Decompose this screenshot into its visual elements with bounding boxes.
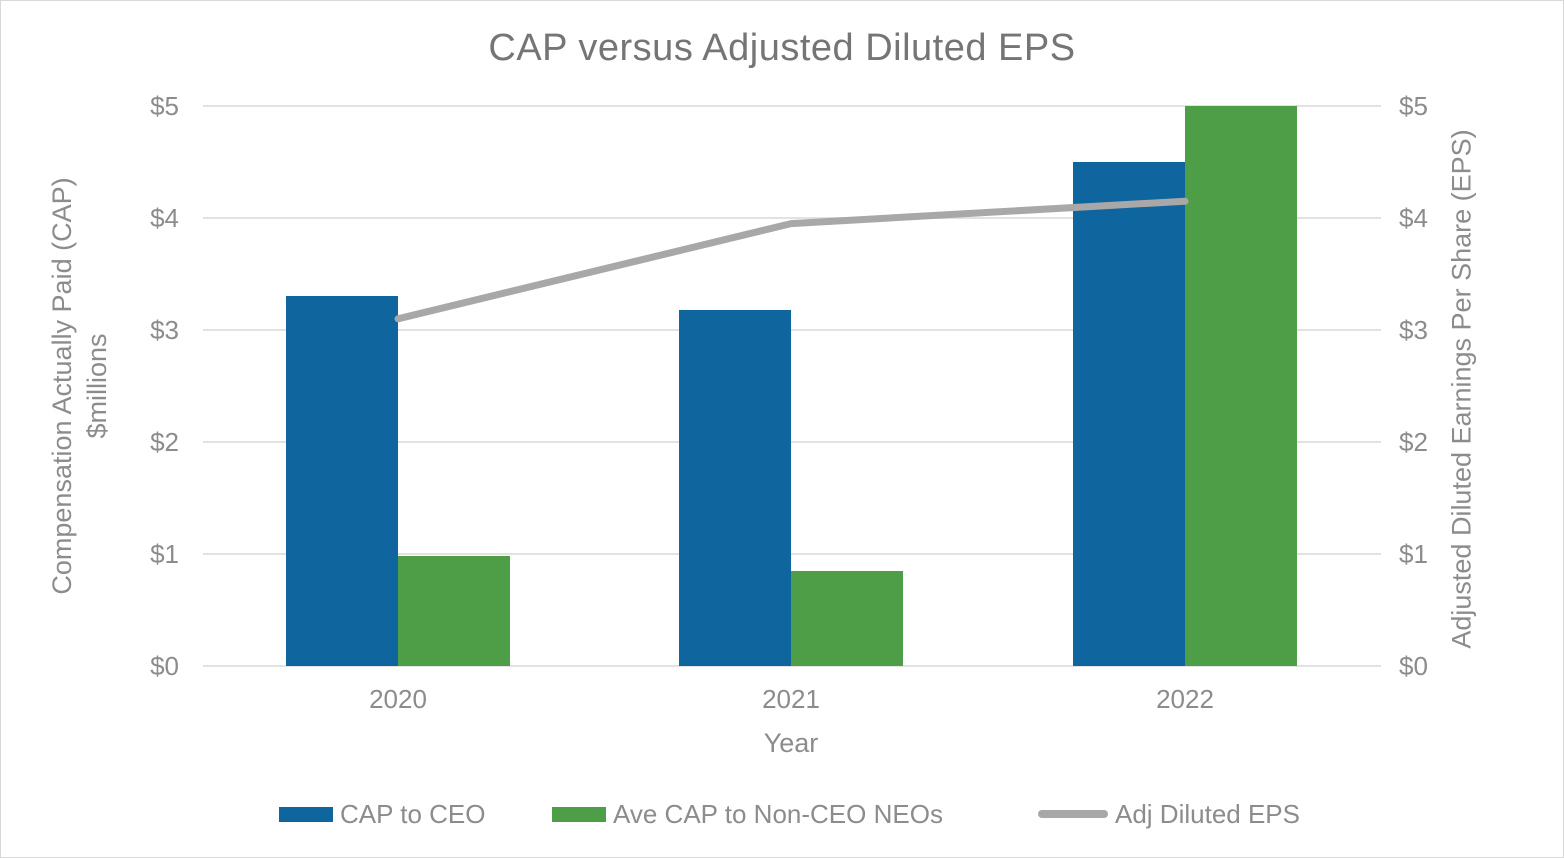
legend-item-cap-to-ceo: CAP to CEO: [279, 798, 486, 829]
x-category-label-2022: 2022: [1156, 684, 1214, 714]
right-tick-label: $3: [1399, 315, 1428, 345]
left-tick-label: $1: [150, 539, 179, 569]
plot-area: [203, 105, 1381, 667]
legend-label-adj-diluted-eps: Adj Diluted EPS: [1115, 798, 1300, 829]
right-tick-label: $5: [1399, 91, 1428, 121]
left-tick-label: $4: [150, 203, 179, 233]
x-category-label-2020: 2020: [369, 684, 427, 714]
legend-swatch-ave-cap-non-ceo-neos: [552, 806, 606, 822]
left-tick-label: $0: [150, 651, 179, 681]
x-category-label-2021: 2021: [762, 684, 820, 714]
bar-cap-to-ceo-2022: [1073, 162, 1185, 666]
right-tick-label: $0: [1399, 651, 1428, 681]
legend-label-cap-to-ceo: CAP to CEO: [340, 798, 486, 829]
gridline: [203, 665, 1381, 667]
gridline: [203, 105, 1381, 107]
chart-title: CAP versus Adjusted Diluted EPS: [488, 27, 1076, 69]
left-tick-label: $5: [150, 91, 179, 121]
right-tick-label: $1: [1399, 539, 1428, 569]
bar-ave-cap-non-ceo-2021: [791, 570, 903, 666]
legend-item-ave-cap-non-ceo-neos: Ave CAP to Non-CEO NEOs: [552, 798, 943, 829]
bar-cap-to-ceo-2021: [679, 309, 791, 666]
gridline: [203, 441, 1381, 443]
right-tick-label: $2: [1399, 427, 1428, 457]
legend-item-adj-diluted-eps: Adj Diluted EPS: [1038, 798, 1300, 829]
right-tick-label: $4: [1399, 203, 1428, 233]
legend-swatch-adj-diluted-eps-line: [1038, 810, 1108, 818]
gridline: [203, 329, 1381, 331]
legend-label-ave-cap-non-ceo-neos: Ave CAP to Non-CEO NEOs: [613, 798, 943, 829]
left-tick-label: $2: [150, 427, 179, 457]
left-axis-title-line1: Compensation Actually Paid (CAP): [46, 177, 77, 595]
bar-cap-to-ceo-2020: [286, 296, 398, 666]
legend-swatch-cap-to-ceo: [279, 806, 333, 822]
left-tick-label: $3: [150, 315, 179, 345]
gridline: [203, 553, 1381, 555]
bar-ave-cap-non-ceo-2020: [398, 556, 510, 666]
left-axis-title: Compensation Actually Paid (CAP) $millio…: [45, 177, 115, 594]
bar-ave-cap-non-ceo-2022: [1185, 106, 1297, 666]
left-axis-title-line2: $millions: [82, 333, 112, 439]
x-axis-title: Year: [763, 728, 819, 758]
